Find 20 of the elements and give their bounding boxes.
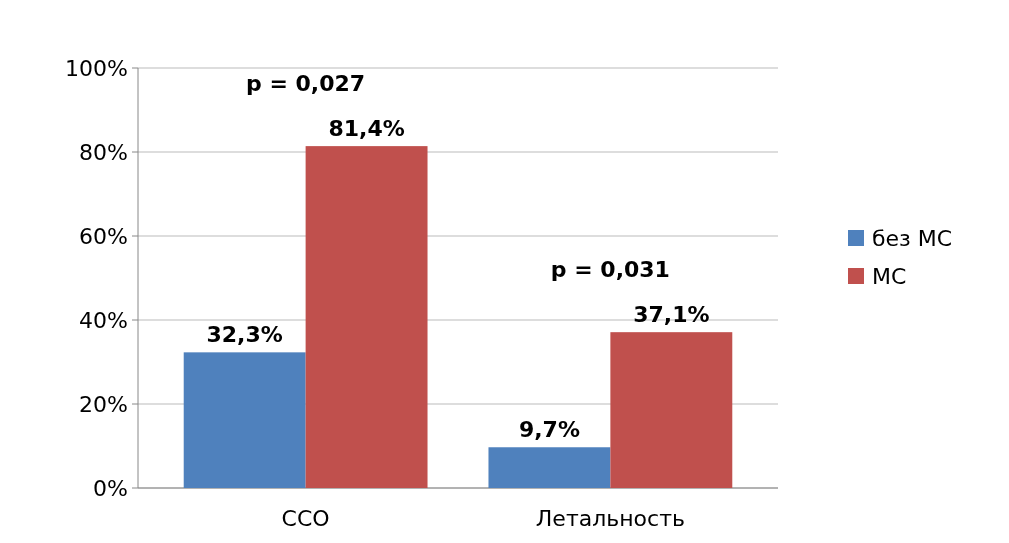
- y-tick-label: 100%: [65, 55, 128, 81]
- x-tick-label: Летальность: [535, 506, 685, 531]
- y-tick-label: 60%: [79, 223, 128, 249]
- data-label: 9,7%: [518, 417, 580, 443]
- data-label: 32,3%: [206, 322, 283, 348]
- bar: [305, 146, 428, 488]
- annotation: p = 0,031: [550, 257, 670, 283]
- legend-label: без МС: [872, 225, 953, 251]
- x-tick-label: ССО: [281, 506, 330, 531]
- y-tick-label: 20%: [79, 391, 128, 417]
- y-tick-label: 0%: [93, 475, 128, 501]
- y-tick-label: 40%: [79, 307, 128, 333]
- data-label: 81,4%: [328, 116, 405, 142]
- data-label: 37,1%: [633, 302, 710, 328]
- annotation: p = 0,027: [246, 71, 366, 97]
- bar: [610, 332, 733, 488]
- y-tick-label: 80%: [79, 139, 128, 165]
- legend-label: МС: [872, 263, 907, 289]
- bar: [488, 447, 611, 488]
- bar: [183, 352, 306, 488]
